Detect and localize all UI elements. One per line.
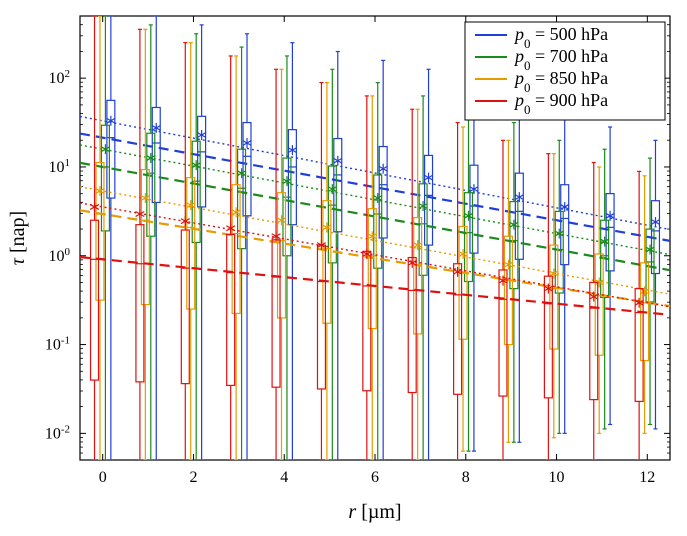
box — [198, 116, 206, 207]
box — [288, 130, 296, 225]
box — [136, 225, 144, 382]
box — [499, 270, 507, 396]
box — [470, 165, 478, 253]
box — [550, 245, 558, 349]
box — [595, 254, 603, 355]
box — [334, 139, 342, 232]
mean-marker — [185, 219, 189, 222]
mean-fit-line — [80, 203, 670, 307]
box — [323, 201, 331, 324]
mean-fit-line — [80, 187, 670, 294]
xtick-label: 12 — [639, 469, 655, 486]
box — [272, 240, 280, 387]
box — [459, 226, 467, 339]
xtick-label: 0 — [99, 469, 107, 486]
box — [379, 147, 387, 238]
mean-marker — [136, 214, 140, 217]
mean-marker — [276, 234, 280, 237]
ytick-label: 101 — [49, 157, 71, 176]
box — [187, 178, 195, 309]
box — [419, 184, 427, 275]
box — [408, 258, 416, 393]
chart-container: 02468101210-210-1100101102r [µm]τ [nap]p… — [0, 0, 687, 536]
box — [425, 155, 433, 245]
boxplot-chart: 02468101210-210-1100101102r [µm]τ [nap]p… — [0, 0, 687, 536]
xtick-label: 2 — [189, 469, 197, 486]
box — [454, 264, 462, 395]
box — [363, 251, 371, 390]
mean-marker — [140, 214, 144, 217]
box — [107, 100, 115, 198]
mean-marker — [90, 207, 94, 210]
median-fit-line — [80, 257, 670, 315]
box — [561, 185, 569, 265]
ytick-label: 10-1 — [45, 335, 70, 354]
xlabel: r [µm] — [348, 501, 401, 523]
ytick-label: 10-2 — [45, 423, 70, 442]
box — [544, 276, 552, 398]
median-fit-line — [80, 210, 670, 306]
mean-fit-line — [80, 116, 670, 229]
box — [515, 173, 523, 259]
box — [243, 123, 251, 216]
ytick-label: 102 — [49, 68, 71, 87]
ylabel: τ [nap] — [7, 211, 29, 265]
box — [152, 107, 160, 202]
box — [317, 245, 325, 389]
box — [141, 170, 149, 305]
xtick-label: 6 — [371, 469, 379, 486]
mean-marker — [231, 226, 235, 229]
xtick-label: 4 — [280, 469, 288, 486]
xtick-label: 8 — [462, 469, 470, 486]
box — [227, 234, 235, 385]
median-fit-line — [80, 163, 670, 270]
box — [510, 202, 518, 289]
box — [504, 236, 512, 344]
ytick-label: 100 — [49, 246, 71, 265]
xtick-label: 10 — [549, 469, 565, 486]
mean-marker — [95, 207, 99, 210]
mean-marker — [226, 226, 230, 229]
box — [555, 211, 563, 293]
mean-marker — [272, 234, 276, 237]
box — [181, 230, 189, 384]
